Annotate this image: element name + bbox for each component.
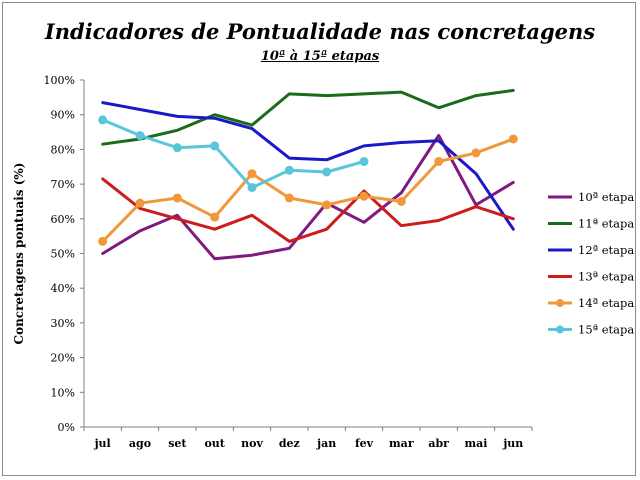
- legend-entry: 14ª etapa: [548, 296, 634, 310]
- series-line: [101, 88, 515, 146]
- legend-entry: 15ª etapa: [548, 323, 634, 337]
- y-tick-label: 40%: [51, 282, 75, 295]
- series-line: [101, 118, 366, 190]
- series-line: [101, 101, 515, 231]
- data-point: [247, 183, 257, 193]
- series-14-etapa: [98, 134, 518, 246]
- x-tick-label: jan: [316, 437, 336, 450]
- x-tick-label: dez: [279, 437, 300, 450]
- data-point: [210, 212, 220, 222]
- data-point: [247, 169, 257, 179]
- legend-label: 14ª etapa: [578, 296, 634, 310]
- chart-frame: [2, 2, 636, 476]
- y-axis-label: Concretagens pontuais (%): [12, 163, 26, 345]
- y-tick-label: 60%: [51, 213, 75, 226]
- chart-title: Indicadores de Pontualidade nas concreta…: [44, 19, 596, 44]
- x-tick-label: mai: [465, 437, 488, 450]
- data-point: [322, 167, 332, 177]
- y-tick-label: 100%: [44, 74, 75, 87]
- y-tick-label: 0%: [58, 421, 75, 434]
- data-point: [210, 141, 220, 151]
- y-tick-label: 80%: [51, 143, 75, 156]
- x-tick-label: ago: [129, 437, 151, 450]
- legend-label: 12ª etapa: [578, 243, 634, 257]
- y-tick-label: 90%: [51, 109, 75, 122]
- data-point: [322, 200, 332, 210]
- y-tick-label: 70%: [51, 178, 75, 191]
- legend-label: 13ª etapa: [578, 270, 634, 284]
- legend-marker: [556, 325, 564, 334]
- legend-marker: [556, 299, 564, 307]
- data-point: [508, 134, 518, 144]
- data-point: [98, 236, 108, 246]
- legend-label: 10ª etapa: [578, 190, 634, 204]
- data-point: [359, 191, 369, 201]
- series-15-etapa: [98, 115, 369, 193]
- series-13-etapa: [101, 177, 515, 243]
- y-tick-label: 30%: [51, 317, 75, 330]
- data-point: [98, 115, 108, 125]
- x-tick-label: jun: [502, 437, 523, 450]
- y-tick-label: 10%: [51, 386, 75, 399]
- data-point: [471, 148, 481, 158]
- x-tick-label: set: [168, 437, 187, 450]
- series-line: [101, 137, 515, 243]
- data-point: [284, 165, 294, 175]
- series-12-etapa: [101, 101, 515, 231]
- data-point: [135, 131, 145, 141]
- x-tick-label: abr: [428, 437, 449, 450]
- legend-entry: 11ª etapa: [548, 217, 634, 231]
- data-point: [434, 157, 444, 167]
- legend-entry: 10ª etapa: [548, 190, 634, 204]
- y-tick-label: 50%: [51, 248, 75, 261]
- data-point: [396, 196, 406, 206]
- x-tick-label: mar: [389, 437, 414, 450]
- legend-entry: 13ª etapa: [548, 270, 634, 284]
- legend-label: 11ª etapa: [578, 217, 634, 231]
- x-tick-label: nov: [241, 437, 263, 450]
- x-tick-label: jul: [94, 437, 111, 450]
- legend-label: 15ª etapa: [578, 323, 634, 337]
- x-tick-label: out: [204, 437, 225, 450]
- y-tick-label: 20%: [51, 352, 75, 365]
- series-11-etapa: [101, 88, 515, 146]
- data-point: [284, 193, 294, 203]
- data-point: [135, 198, 145, 208]
- chart-subtitle: 10ª à 15ª etapas: [260, 49, 380, 64]
- data-point: [172, 143, 182, 153]
- x-tick-label: fev: [355, 437, 374, 450]
- legend-entry: 12ª etapa: [548, 243, 634, 257]
- data-point: [172, 193, 182, 203]
- series-line: [101, 177, 515, 243]
- data-point: [359, 157, 369, 167]
